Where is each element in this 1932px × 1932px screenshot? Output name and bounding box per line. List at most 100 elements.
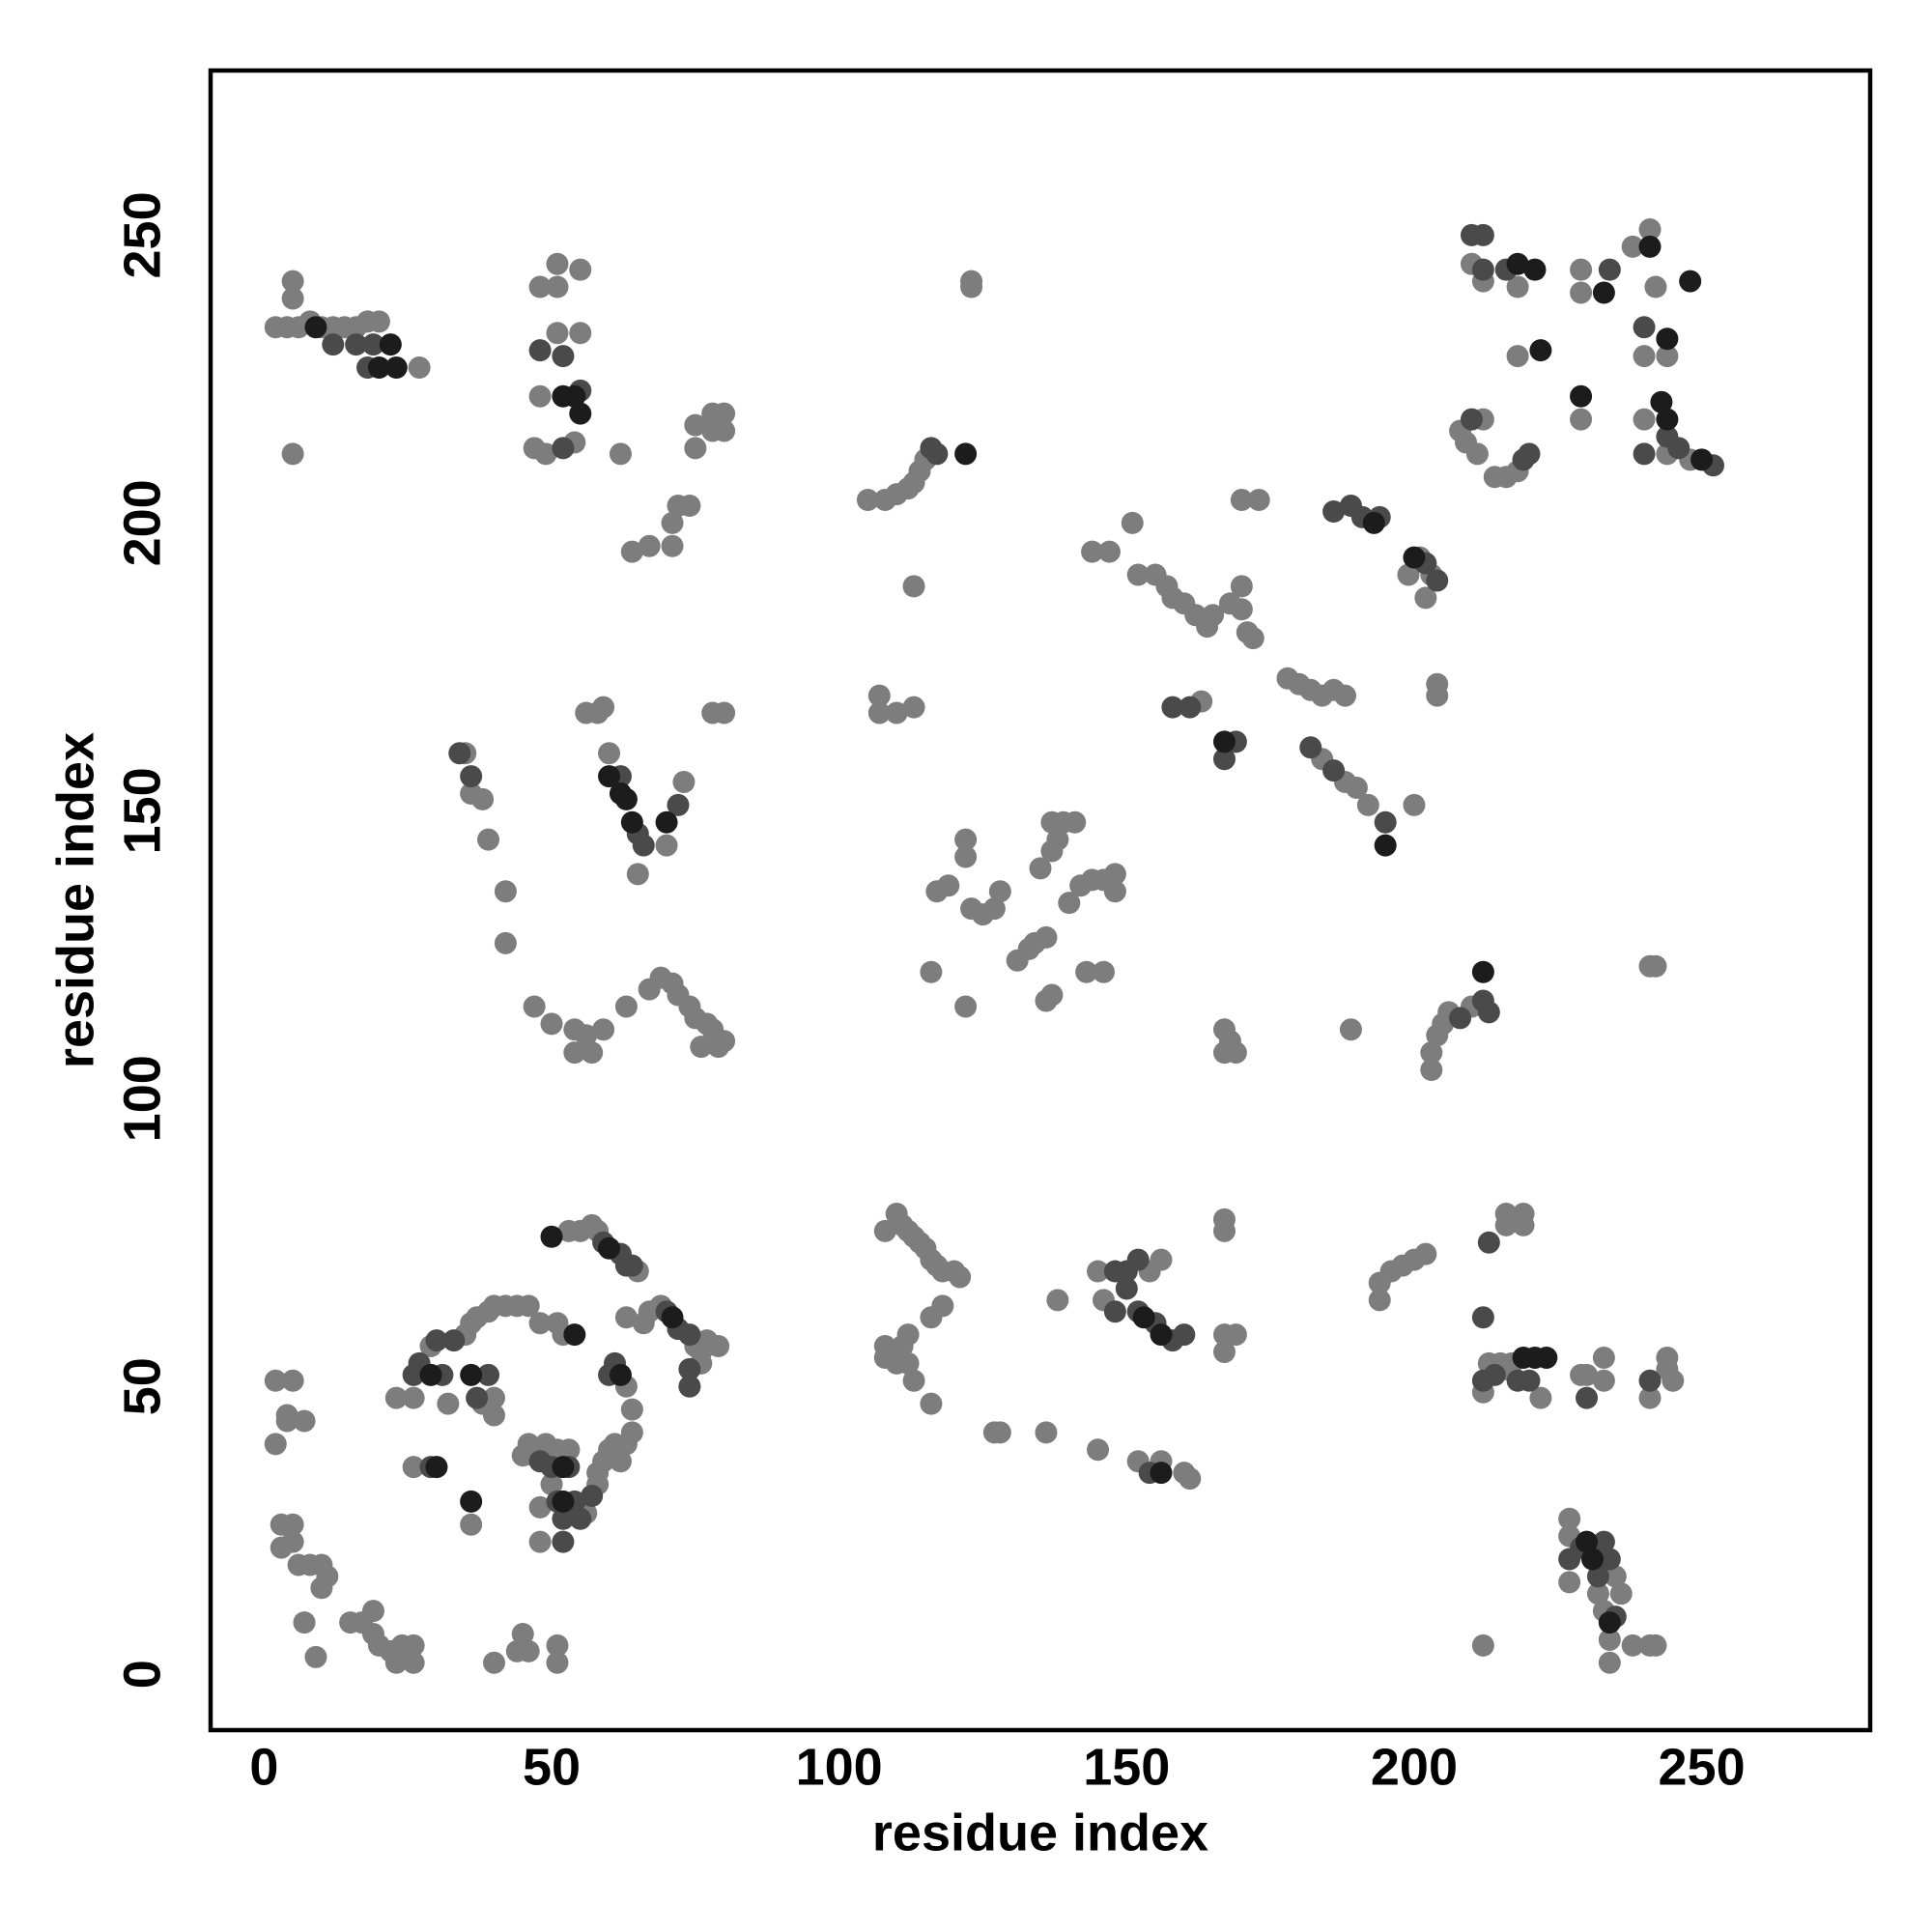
contact-point [954,828,978,851]
contact-point [408,355,431,379]
contact-point [661,511,684,534]
contact-point [534,442,557,466]
contact-point [402,1386,425,1409]
contact-point [552,1530,575,1553]
contact-point [367,355,390,379]
contact-point [304,316,327,339]
contact-point [867,701,891,724]
contact-point [1529,1386,1552,1409]
y-tick-label: 100 [113,1055,171,1142]
contact-point [1374,810,1397,834]
contact-point [632,834,655,857]
contact-point [684,437,707,460]
contact-point [1471,258,1494,281]
contact-point [1322,499,1346,523]
contact-point [1592,281,1615,304]
contact-point [569,322,592,345]
contact-point [546,322,569,345]
contact-point [281,1369,304,1392]
contact-point [609,442,632,466]
contact-point [1506,275,1529,298]
contact-point [1650,390,1673,413]
contact-point [598,742,621,765]
contact-point [609,1450,632,1473]
contact-point [1679,270,1702,293]
contact-point [1356,793,1379,816]
contact-point [1150,1462,1173,1485]
contact-point [1092,960,1115,983]
contact-point [361,1600,384,1623]
x-tick-label: 100 [796,1738,883,1796]
contact-point [954,845,978,868]
contact-point [1483,1363,1506,1386]
contact-point [1420,1058,1443,1081]
contact-point [920,1392,943,1415]
contact-point [678,1357,701,1380]
contact-point [384,1651,408,1674]
contact-point [902,1369,925,1392]
contact-point [626,863,649,886]
contact-point [1064,810,1087,834]
contact-point [856,489,879,512]
contact-point [1598,1611,1621,1634]
contact-point [1161,696,1184,719]
contact-point [1644,275,1667,298]
contact-point [1040,983,1064,1007]
contact-point [482,1404,505,1427]
contact-point [609,1363,632,1386]
contact-point [1224,1041,1247,1065]
contact-point [988,880,1011,903]
contact-point [460,765,483,788]
contact-point [1368,1289,1391,1312]
contact-point [1576,1363,1599,1386]
contact-point [931,1294,954,1318]
contact-point [1046,828,1069,851]
contact-point [1592,1369,1615,1392]
contact-point [581,1484,604,1507]
contact-point [1633,442,1656,466]
contact-point [1644,954,1667,978]
contact-point [569,1507,592,1530]
contact-point [1339,495,1362,518]
contact-point [528,1312,552,1335]
contact-point [1212,730,1236,753]
contact-point [1633,316,1656,339]
contact-point [1598,1548,1621,1571]
contact-point [1506,252,1529,275]
contact-point [1523,258,1547,281]
y-tick-label: 50 [113,1357,171,1415]
contact-point [1414,1242,1437,1265]
contact-point [1212,748,1236,771]
x-tick-label: 50 [523,1738,581,1796]
contact-point [528,339,552,362]
contact-point [517,1639,540,1662]
contact-point [557,1438,581,1462]
contact-point [920,960,943,983]
contact-point [1132,1306,1155,1329]
contact-point [982,897,1006,921]
contact-point [517,1294,540,1318]
contact-point [655,834,678,857]
contact-point [1477,1001,1500,1024]
contact-point [713,402,736,425]
contact-point [713,419,736,442]
contact-point [546,1651,569,1674]
contact-point [1374,834,1397,857]
contact-point [540,1012,563,1036]
contact-point [523,995,546,1018]
contact-point [345,333,368,356]
contact-point [614,787,638,810]
contact-point [885,701,908,724]
contact-point [540,1225,563,1248]
contact-point [552,1490,575,1513]
contact-point [1638,1386,1662,1409]
contact-point [1029,857,1052,880]
contact-point [1460,408,1483,431]
contact-point [569,258,592,281]
contact-point [925,880,949,903]
contact-point [442,1329,466,1352]
contact-point [471,787,495,810]
contact-point [563,1323,586,1347]
